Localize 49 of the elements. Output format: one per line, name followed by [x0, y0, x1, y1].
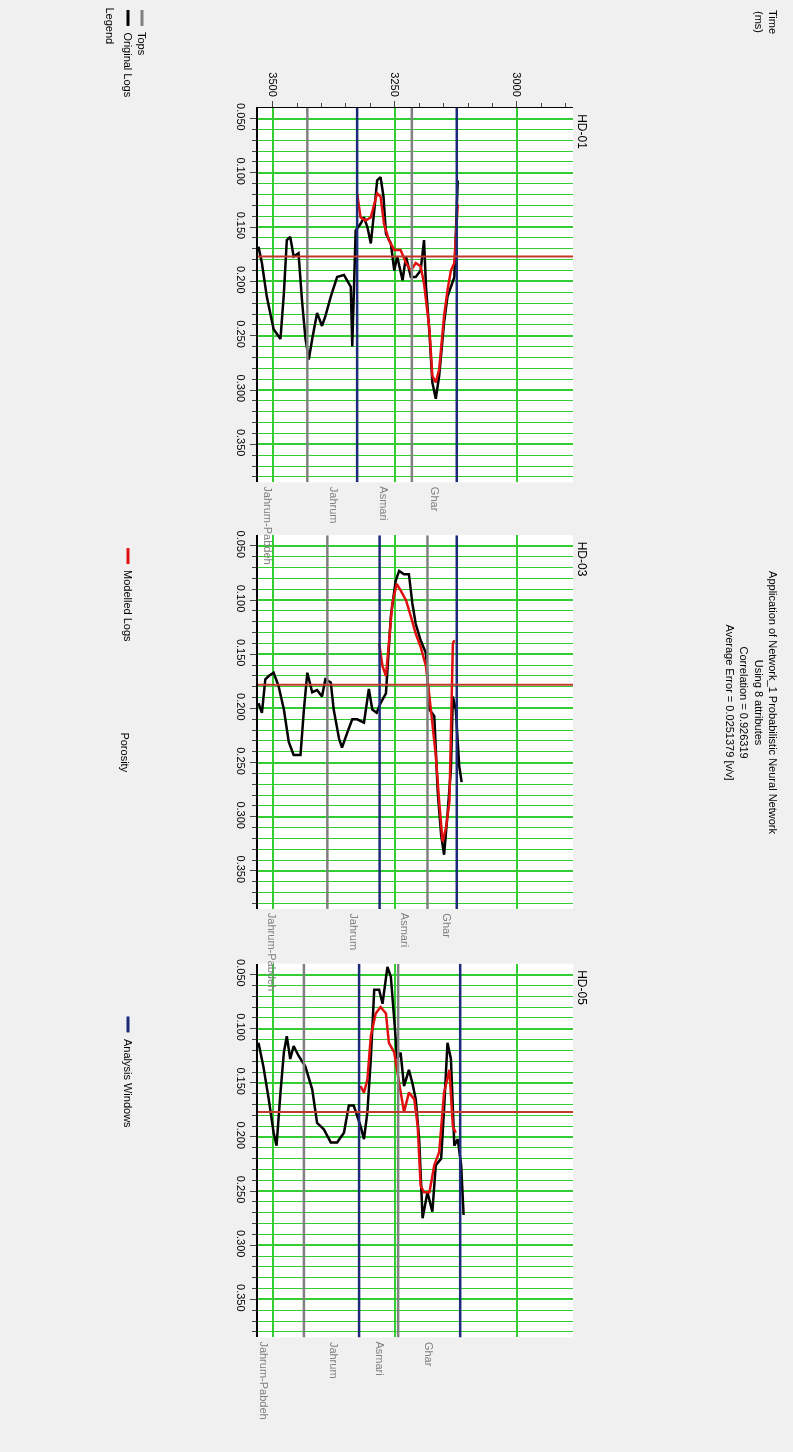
y-tick-label: 0.050	[235, 959, 248, 987]
legend-label: Original Logs	[122, 32, 135, 98]
text: Asmari	[374, 1341, 387, 1376]
annotation: Jahrum-Pabdeh	[262, 486, 275, 565]
text: HD-05	[575, 970, 590, 1006]
legend-label: Analysis Windows	[121, 1038, 134, 1129]
text: Asmari	[398, 912, 411, 948]
y-tick-label: 0.350	[235, 855, 248, 884]
x-tick-label: 3500	[267, 72, 280, 97]
y-tick-label: 0.150	[235, 638, 248, 667]
text: Application of Network_1 Probabilistic Neural Network Using 8 attributes Correlation = 0.926319 Average Error = 0.0251379 [v/v]	[724, 571, 780, 835]
y-tick-label: 0.300	[235, 1229, 248, 1258]
y-tick-label: 0.200	[235, 693, 248, 721]
text: HD-01	[575, 114, 590, 150]
text: Ghar	[422, 1341, 435, 1367]
y-tick-label: 0.350	[235, 1284, 248, 1312]
y-tick-label: 0.200	[235, 1121, 248, 1150]
text: Jahrum	[327, 1341, 340, 1379]
y-tick-label: 0.250	[235, 320, 248, 348]
y-tick-label: 0.350	[235, 428, 248, 457]
y-tick-label: 0.100	[235, 157, 248, 185]
legend-title: Legend	[103, 7, 116, 45]
legend-label: Tops	[135, 31, 148, 56]
text: Jahrum-Pabdeh	[258, 1341, 271, 1420]
line-series	[359, 1005, 458, 1194]
text: Time (ms)	[752, 9, 779, 35]
y-tick-label: 0.100	[235, 584, 248, 613]
y-tick-label: 0.150	[235, 1067, 248, 1095]
annotation: Jahrum-Pabdeh	[265, 912, 278, 992]
y-tick-label: 0.300	[235, 374, 248, 403]
text: Jahrum	[327, 486, 340, 524]
y-tick-label: 0.200	[235, 266, 248, 294]
y-axis-title: Porosity	[119, 732, 132, 773]
text: Ghar	[441, 913, 454, 939]
line-series	[355, 192, 459, 384]
text: Jahrum	[348, 913, 361, 951]
y-tick-label: 0.300	[235, 801, 248, 829]
y-tick-label: 0.050	[235, 530, 248, 559]
y-tick-label: 0.050	[235, 103, 248, 131]
y-tick-label: 0.150	[235, 211, 248, 240]
x-tick-label: 3000	[511, 72, 524, 97]
y-tick-label: 0.100	[235, 1013, 248, 1041]
legend-label: Modelled Logs	[122, 570, 135, 643]
y-tick-label: 0.250	[235, 747, 248, 775]
text: Asmari	[378, 486, 391, 521]
text: HD-03	[574, 541, 589, 577]
x-tick-label: 3250	[389, 72, 402, 97]
y-tick-label: 0.250	[235, 1175, 248, 1204]
text: Ghar	[428, 486, 441, 512]
